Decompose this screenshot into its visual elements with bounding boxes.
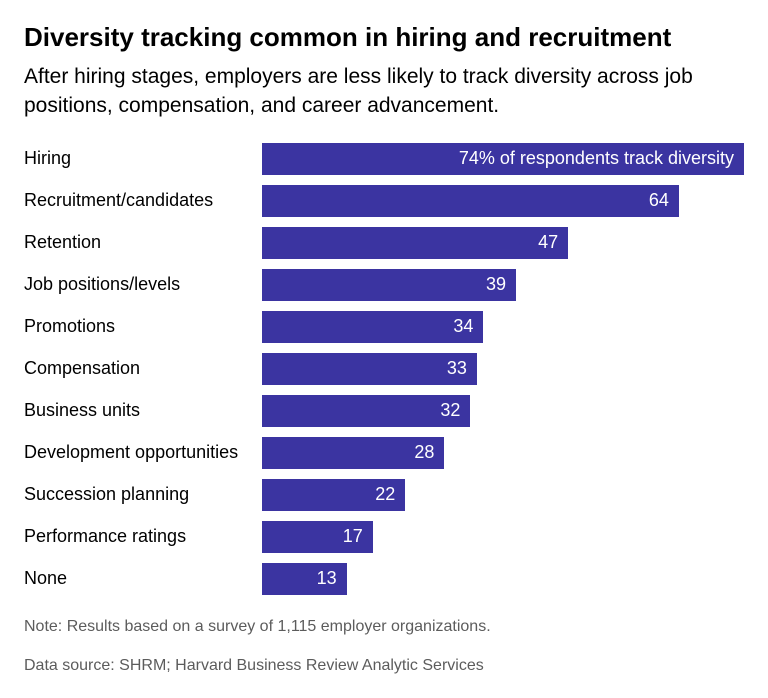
bar-value-label: 32 [440,400,460,421]
bar-row: Promotions 34 [24,306,744,348]
bar-area: 22 [262,479,744,511]
chart-subtitle: After hiring stages, employers are less … [24,63,744,120]
bar-area: 34 [262,311,744,343]
bar-value-label: 74% of respondents track diversity [459,148,734,169]
bar-area: 13 [262,563,744,595]
bar-row: None 13 [24,558,744,600]
bar-value-label: 17 [343,526,363,547]
bar-area: 33 [262,353,744,385]
category-label: Recruitment/candidates [24,190,262,211]
bar-row: Compensation 33 [24,348,744,390]
category-label: Job positions/levels [24,274,262,295]
bar: 74% of respondents track diversity [262,143,744,175]
bar: 34 [262,311,483,343]
category-label: Business units [24,400,262,421]
bar-row: Recruitment/candidates 64 [24,180,744,222]
bar-value-label: 47 [538,232,558,253]
bar-value-label: 34 [453,316,473,337]
bar-chart: Hiring 74% of respondents track diversity… [24,138,744,600]
bar: 64 [262,185,679,217]
category-label: Hiring [24,148,262,169]
bar-area: 64 [262,185,744,217]
bar: 47 [262,227,568,259]
bar-row: Performance ratings 17 [24,516,744,558]
bar-value-label: 28 [414,442,434,463]
bar-area: 28 [262,437,744,469]
category-label: Development opportunities [24,442,262,463]
bar-value-label: 13 [317,568,337,589]
bar: 28 [262,437,444,469]
category-label: Succession planning [24,484,262,505]
bar-value-label: 39 [486,274,506,295]
bar-area: 74% of respondents track diversity [262,143,744,175]
chart-source: Data source: SHRM; Harvard Business Revi… [24,653,744,679]
bar-row: Job positions/levels 39 [24,264,744,306]
bar: 13 [262,563,347,595]
bar-area: 39 [262,269,744,301]
category-label: Performance ratings [24,526,262,547]
category-label: Compensation [24,358,262,379]
category-label: Retention [24,232,262,253]
bar: 17 [262,521,373,553]
chart-note: Note: Results based on a survey of 1,115… [24,614,744,640]
category-label: Promotions [24,316,262,337]
bar-row: Retention 47 [24,222,744,264]
bar-row: Business units 32 [24,390,744,432]
bar: 33 [262,353,477,385]
bar-area: 32 [262,395,744,427]
bar: 32 [262,395,470,427]
chart-title: Diversity tracking common in hiring and … [24,22,744,53]
bar-row: Hiring 74% of respondents track diversity [24,138,744,180]
bar-value-label: 33 [447,358,467,379]
bar: 22 [262,479,405,511]
bar-value-label: 22 [375,484,395,505]
bar: 39 [262,269,516,301]
bar-area: 17 [262,521,744,553]
bar-row: Development opportunities 28 [24,432,744,474]
bar-row: Succession planning 22 [24,474,744,516]
bar-area: 47 [262,227,744,259]
bar-value-label: 64 [649,190,669,211]
category-label: None [24,568,262,589]
